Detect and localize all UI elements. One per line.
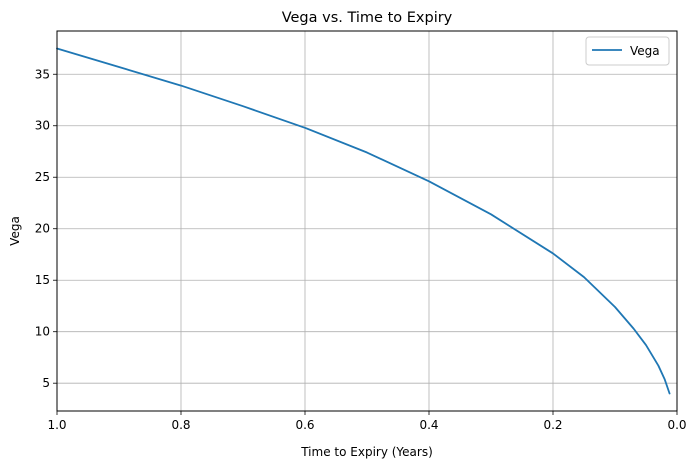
- x-tick-label: 0.8: [171, 418, 190, 432]
- y-tick-label: 35: [35, 67, 50, 81]
- y-tick-label: 10: [35, 325, 50, 339]
- chart-title: Vega vs. Time to Expiry: [282, 10, 453, 26]
- y-tick-label: 20: [35, 222, 50, 236]
- y-tick-label: 30: [35, 119, 50, 133]
- legend-label-vega: Vega: [630, 44, 660, 58]
- y-tick-label: 5: [42, 376, 50, 390]
- y-tick-label: 25: [35, 170, 50, 184]
- x-axis-ticks: 1.0 0.8 0.6 0.4 0.2 0.0: [47, 411, 687, 432]
- x-tick-label: 1.0: [47, 418, 66, 432]
- plot-frame: [56, 30, 678, 412]
- legend-box: [585, 36, 670, 66]
- x-tick-label: 0.6: [295, 418, 314, 432]
- x-tick-label: 0.4: [419, 418, 438, 432]
- legend: Vega: [585, 36, 670, 66]
- y-axis-label: Vega: [8, 216, 22, 246]
- x-axis-label: Time to Expiry (Years): [300, 445, 433, 459]
- x-tick-label: 0.0: [667, 418, 686, 432]
- series-line-vega: [56, 47, 671, 395]
- y-axis-ticks: 5 10 15 20 25 30 35: [35, 67, 57, 390]
- y-tick-label: 15: [35, 273, 50, 287]
- series-layer: [56, 47, 671, 395]
- grid-lines: [56, 31, 678, 411]
- x-tick-label: 0.2: [543, 418, 562, 432]
